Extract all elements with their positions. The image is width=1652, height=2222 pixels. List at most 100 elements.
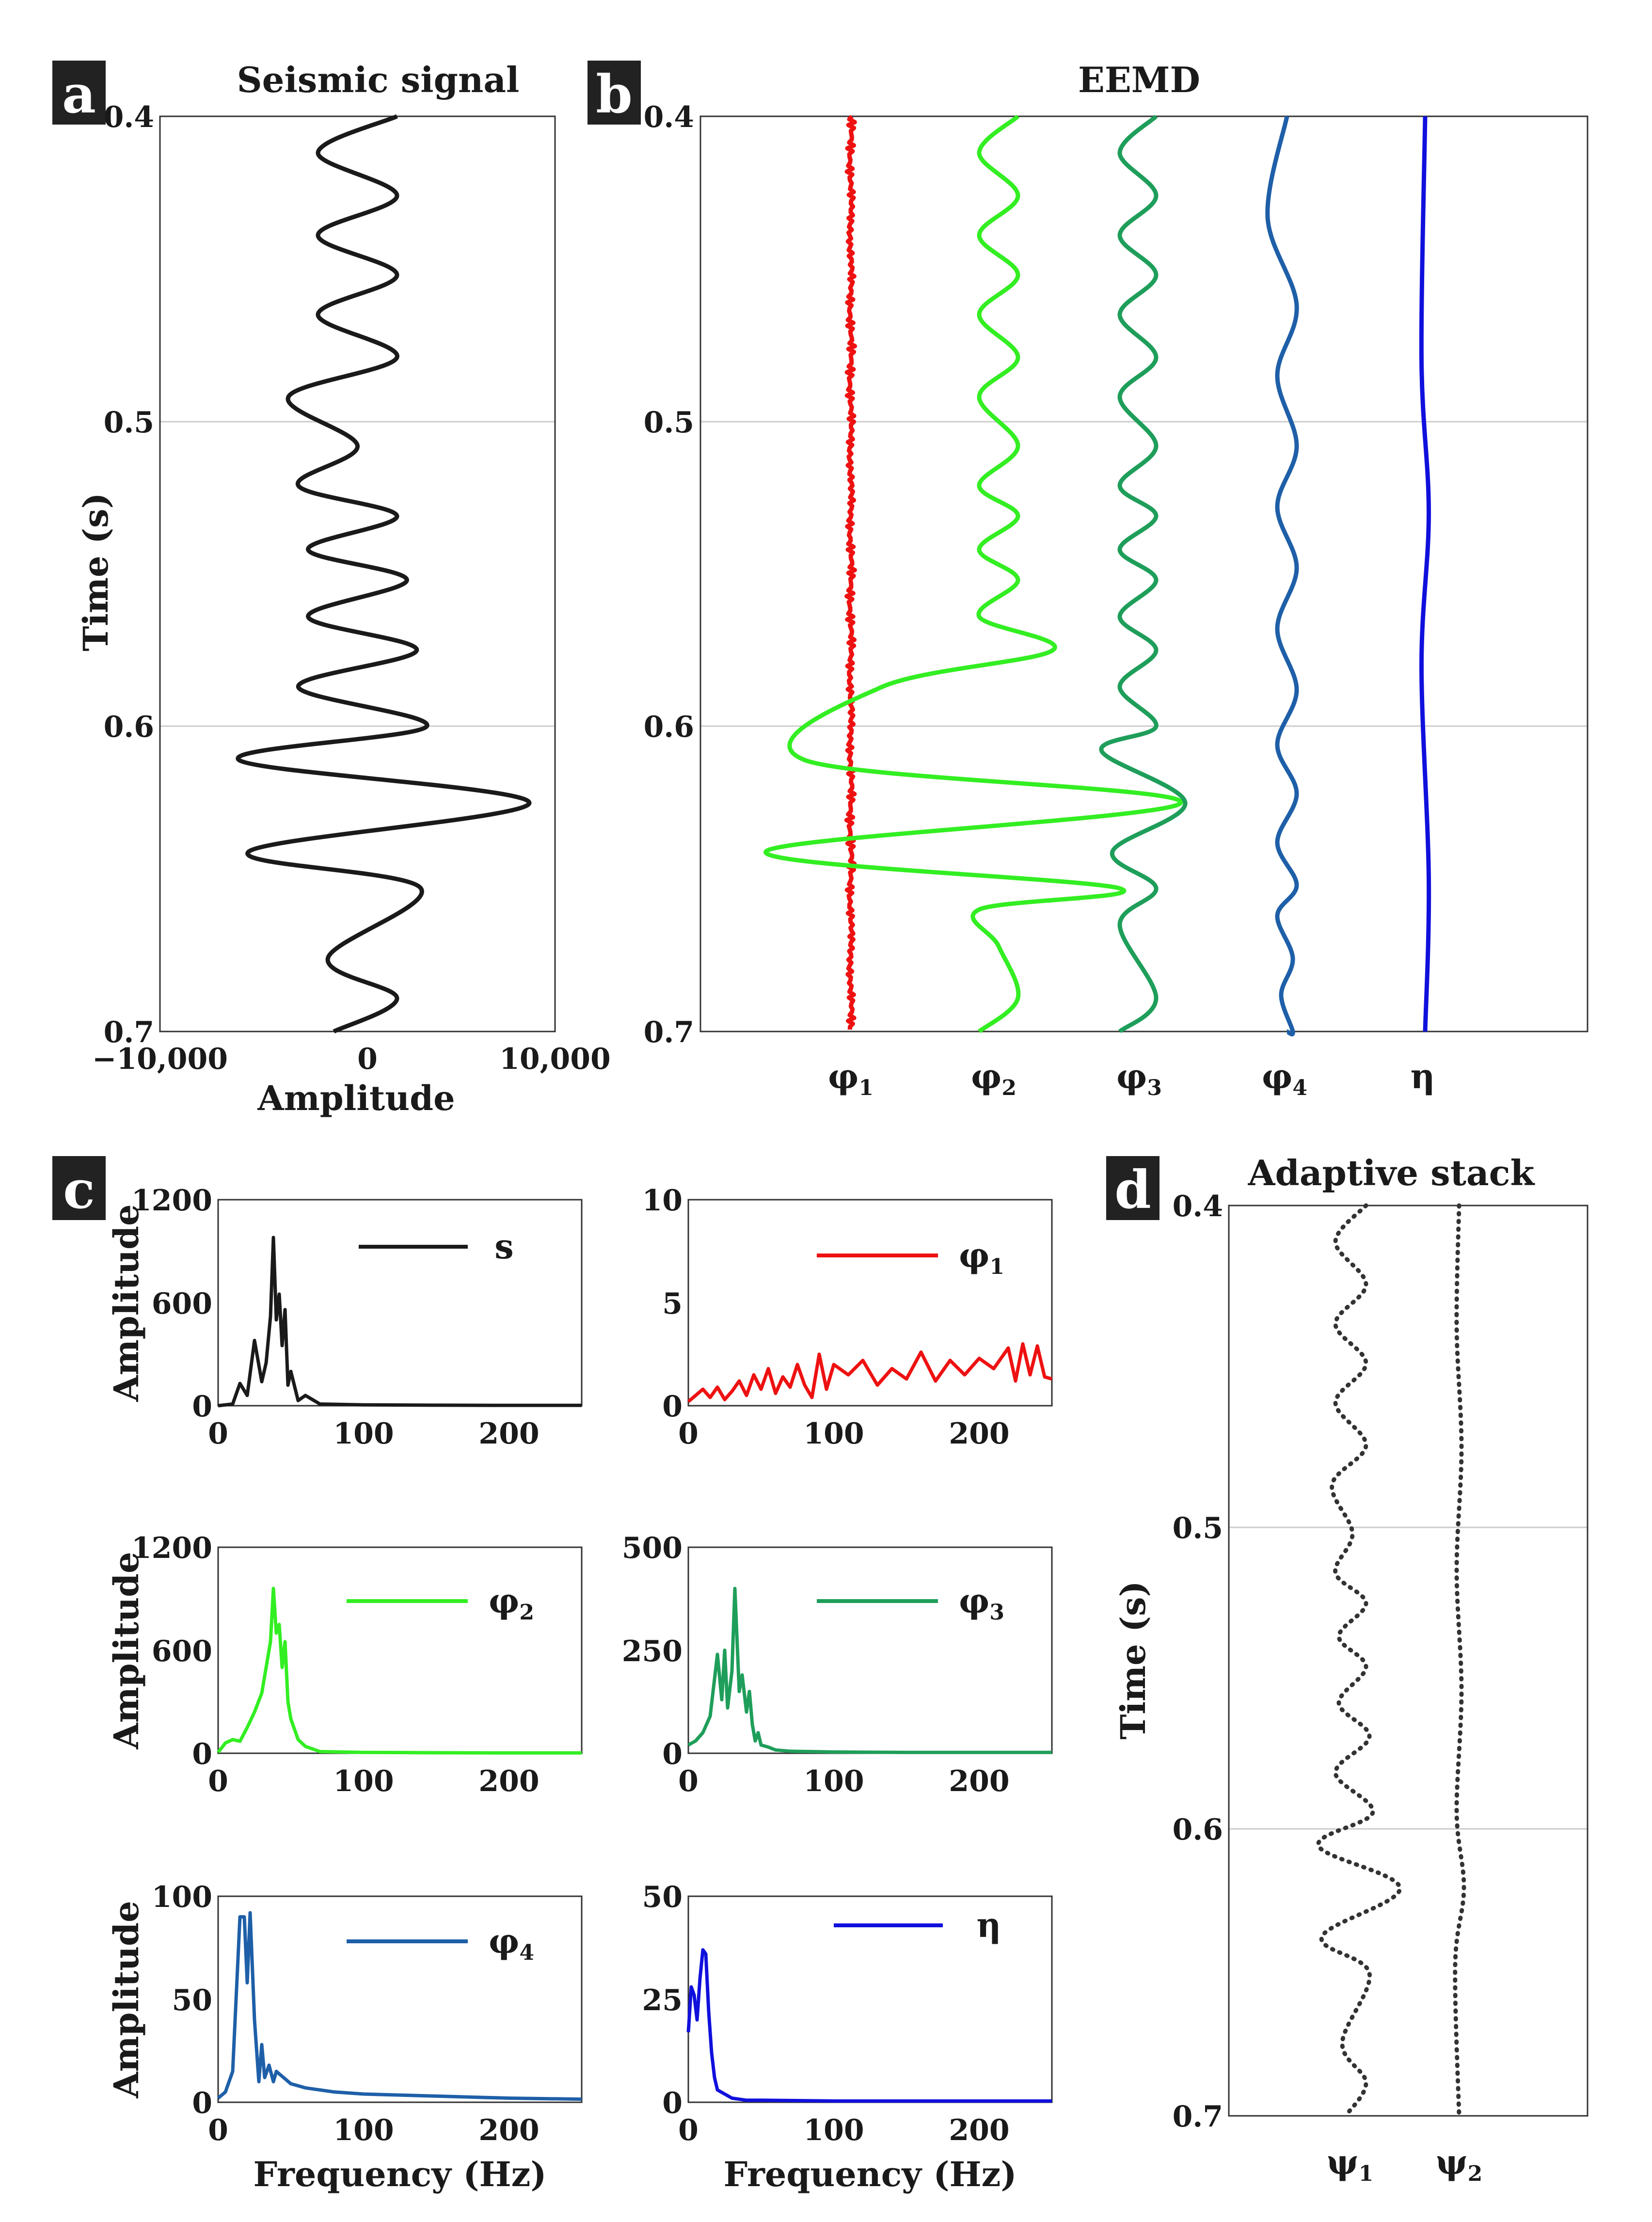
stack-psi1-trace [1316, 1203, 1402, 2118]
spectrum-xlabel: Frequency (Hz) [254, 2154, 547, 2194]
spectrum-xtick: 0 [678, 1417, 699, 1451]
panel-a-xtick: 0 [357, 1042, 378, 1076]
spectrum-xtick: 100 [333, 1764, 394, 1798]
spectrum-xtick: 200 [949, 2113, 1009, 2147]
panel-d-ytick: 0.5 [1173, 1511, 1223, 1545]
spectrum-phi1-line [687, 1342, 1052, 1403]
panel-a-ytick: 0.7 [104, 1016, 154, 1049]
spectrum-xtick: 200 [949, 1417, 1009, 1451]
panel-b-xtick: φ3 [1116, 1056, 1162, 1100]
panel-d-axes [1228, 1205, 1588, 2117]
spectrum-ytick: 100 [152, 1880, 212, 1914]
panel-b-xtick: φ4 [1262, 1056, 1307, 1100]
spectrum-s-line [218, 1236, 582, 1408]
spectrum-phi4-axes [217, 1895, 583, 2103]
spectrum-ytick: 0 [192, 1737, 212, 1771]
spectrum-ytick: 0 [662, 1390, 683, 1424]
residual-eta-trace [1419, 116, 1431, 1032]
spectrum-xtick: 100 [803, 2113, 864, 2147]
imf-phi3-trace [1099, 114, 1188, 1033]
panel-d-label: d [1114, 1159, 1151, 1221]
panel-a-ytick: 0.6 [104, 710, 154, 744]
panel-b-ytick: 0.7 [644, 1016, 694, 1049]
panel-a-label: a [62, 64, 96, 125]
panel-b-ytick: 0.4 [644, 100, 694, 134]
panel-a-ytick: 0.5 [104, 406, 154, 440]
spectrum-ytick: 1200 [131, 1184, 212, 1218]
legend-eta: η [977, 1905, 1001, 1945]
panel-d-title: Adaptive stack [1248, 1152, 1536, 1193]
spectrum-phi1-axes [687, 1199, 1053, 1407]
panel-a-ylabel: Time (s) [76, 492, 116, 651]
panel-d-ytick: 0.7 [1173, 2100, 1223, 2134]
spectrum-ylabel: Amplitude [106, 1901, 146, 2098]
panel-b-xtick: φ2 [971, 1056, 1017, 1100]
spectrum-ylabel: Amplitude [106, 1552, 146, 1749]
spectrum-ytick: 250 [622, 1635, 683, 1668]
spectrum-phi3-axes [687, 1546, 1053, 1754]
spectrum-xtick: 0 [208, 2113, 228, 2147]
spectrum-ytick: 0 [192, 1390, 212, 1424]
panel-c-plot [217, 1236, 1052, 2103]
panel-d-ytick: 0.6 [1173, 1813, 1223, 1847]
spectrum-xtick: 200 [478, 1417, 539, 1451]
spectrum-xtick: 100 [333, 1417, 394, 1451]
spectrum-ytick: 0 [662, 1737, 683, 1771]
panel-b-ytick: 0.6 [644, 710, 694, 744]
spectrum-eta-line [686, 1948, 1052, 2103]
spectrum-ytick: 0 [192, 2086, 212, 2120]
panel-b-label: b [596, 64, 633, 125]
spectrum-phi2-axes [217, 1546, 583, 1754]
panel-a-title: Seismic signal [237, 59, 520, 100]
panel-a-plot [236, 114, 532, 1034]
spectrum-xtick: 100 [333, 2113, 394, 2147]
panel-b-axes [699, 115, 1588, 1032]
panel-a-xtick: −10,000 [92, 1042, 228, 1076]
panel-d-xtick: ψ1 [1327, 2142, 1374, 2186]
spectrum-ytick: 10 [642, 1184, 683, 1218]
spectrum-xtick: 0 [678, 1764, 699, 1798]
spectrum-phi4-line [217, 1911, 582, 2101]
panel-d-label-bg [1106, 1156, 1160, 1220]
legend-phi4: φ4 [489, 1921, 534, 1965]
panel-b-label-bg [588, 61, 641, 125]
legend-phi3: φ3 [959, 1581, 1004, 1625]
panel-d-ylabel: Time (s) [1113, 1581, 1153, 1739]
panel-c: c 1200 600 0 0 100 200 Amplitude s 10 5 … [52, 1156, 1053, 2194]
spectrum-ylabel: Amplitude [106, 1204, 146, 1402]
legend-s: s [494, 1226, 513, 1267]
spectrum-xtick: 0 [678, 2113, 699, 2147]
panel-a-ytick: 0.4 [104, 100, 154, 134]
panel-b-xtick: η [1411, 1056, 1435, 1096]
panel-d-plot [1316, 1203, 1466, 2118]
spectrum-xtick: 200 [478, 1764, 539, 1798]
spectrum-xtick: 200 [478, 2113, 539, 2147]
panel-b-plot [763, 114, 1431, 1036]
panel-a-xlabel: Amplitude [257, 1078, 455, 1118]
spectrum-ytick: 5 [662, 1287, 683, 1321]
panel-a-label-bg [52, 61, 106, 125]
spectrum-ytick: 500 [622, 1531, 683, 1565]
spectrum-ytick: 0 [662, 2086, 683, 2120]
spectrum-ytick: 50 [172, 1984, 213, 2017]
spectrum-phi3-line [687, 1587, 1052, 1754]
seismic-trace [236, 114, 532, 1034]
panel-d-xtick: ψ2 [1436, 2142, 1483, 2186]
panel-c-label-bg [52, 1156, 106, 1220]
spectrum-xlabel: Frequency (Hz) [724, 2154, 1017, 2194]
imf-phi1-trace [844, 114, 858, 1030]
spectrum-phi2-line [217, 1587, 582, 1755]
panel-a-axes [159, 115, 556, 1032]
spectrum-xtick: 100 [803, 1417, 864, 1451]
spectrum-ytick: 1200 [131, 1531, 212, 1565]
spectrum-xtick: 200 [949, 1764, 1009, 1798]
spectrum-ytick: 50 [642, 1880, 683, 1914]
panel-b-xtick: φ1 [828, 1056, 874, 1100]
spectrum-ytick: 600 [152, 1287, 212, 1321]
spectrum-xtick: 0 [208, 1764, 228, 1798]
panel-c-label: c [63, 1159, 95, 1221]
panel-b-ytick: 0.5 [644, 406, 694, 440]
imf-phi4-trace [1265, 116, 1299, 1036]
panel-b: b EEMD 0.4 0.5 0.6 0.7 φ1 φ2 φ3 φ4 η [588, 59, 1588, 1100]
